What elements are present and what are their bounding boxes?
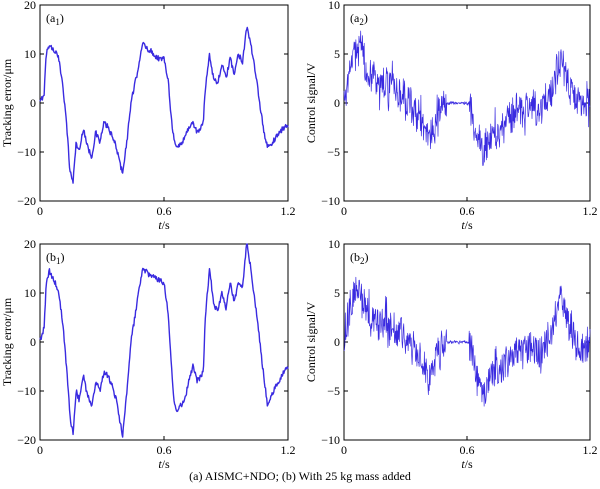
y-tick-label: 10 [24, 47, 36, 61]
y-tick-label: −5 [327, 384, 340, 398]
y-tick-label: −20 [17, 194, 36, 208]
y-tick-label: 0 [30, 335, 36, 349]
y-tick-label: −5 [327, 145, 340, 159]
y-tick-label: 10 [24, 286, 36, 300]
series-line-b1 [39, 243, 289, 438]
x-tick-label: 0 [37, 443, 43, 457]
series-line-b2 [343, 276, 591, 407]
x-tick-label: 1.2 [281, 204, 296, 218]
x-axis-label: t/s [461, 457, 473, 471]
panel-label: (b2) [350, 250, 369, 266]
y-tick-label: 10 [328, 237, 340, 251]
y-tick-label: 0 [334, 335, 340, 349]
y-tick-label: 5 [334, 286, 340, 300]
panel-a1: 0 0.6 1.2 −20 −10 0 10 20 t/s Tracking error/μm (a… [0, 0, 296, 232]
x-axis-label: t/s [461, 218, 473, 232]
x-tick-label: 0 [341, 204, 347, 218]
x-tick-label: 0 [341, 443, 347, 457]
y-tick-label: −10 [321, 194, 340, 208]
y-tick-label: 10 [328, 0, 340, 12]
y-axis-label: Control signal/V [304, 302, 318, 383]
x-tick-label: 0 [37, 204, 43, 218]
plot-frame-a1 [39, 4, 289, 202]
y-tick-label: −10 [17, 145, 36, 159]
x-tick-label: 1.2 [281, 443, 296, 457]
x-tick-label: 0.6 [460, 443, 475, 457]
figure-caption: (a) AISMC+NDO; (b) With 25 kg mass added [189, 469, 411, 483]
x-tick-label: 0.6 [460, 204, 475, 218]
panel-label: (a1) [46, 11, 64, 27]
y-tick-label: 0 [30, 96, 36, 110]
y-tick-label: 20 [24, 237, 36, 251]
x-tick-label: 0.6 [157, 443, 172, 457]
panel-b2: 0 0.6 1.2 −10 −5 0 5 10 t/s Control signal/V (b2) [304, 237, 598, 471]
y-tick-label: −10 [321, 433, 340, 447]
x-tick-label: 0.6 [157, 204, 172, 218]
x-tick-label: 1.2 [583, 204, 598, 218]
y-tick-label: −20 [17, 433, 36, 447]
x-axis-label: t/s [158, 457, 170, 471]
y-tick-label: 5 [334, 47, 340, 61]
y-tick-label: −10 [17, 384, 36, 398]
y-tick-label: 20 [24, 0, 36, 12]
series-line-a1 [39, 26, 289, 184]
x-axis-label: t/s [158, 218, 170, 232]
panel-a2: 0 0.6 1.2 −10 −5 0 5 10 t/s Control signal/V (a2) [304, 0, 598, 232]
x-tick-label: 1.2 [583, 443, 598, 457]
plot-frame-a2 [343, 4, 591, 202]
panel-label: (b1) [46, 250, 65, 266]
panel-b1: 0 0.6 1.2 −20 −10 0 10 20 t/s Tracking error/μm (b… [0, 237, 296, 471]
series-line-a2 [343, 30, 591, 166]
panel-label: (a2) [350, 11, 368, 27]
y-axis-label: Tracking error/μm [0, 58, 14, 147]
y-axis-label: Control signal/V [304, 63, 318, 144]
y-axis-label: Tracking error/μm [0, 297, 14, 386]
y-tick-label: 0 [334, 96, 340, 110]
